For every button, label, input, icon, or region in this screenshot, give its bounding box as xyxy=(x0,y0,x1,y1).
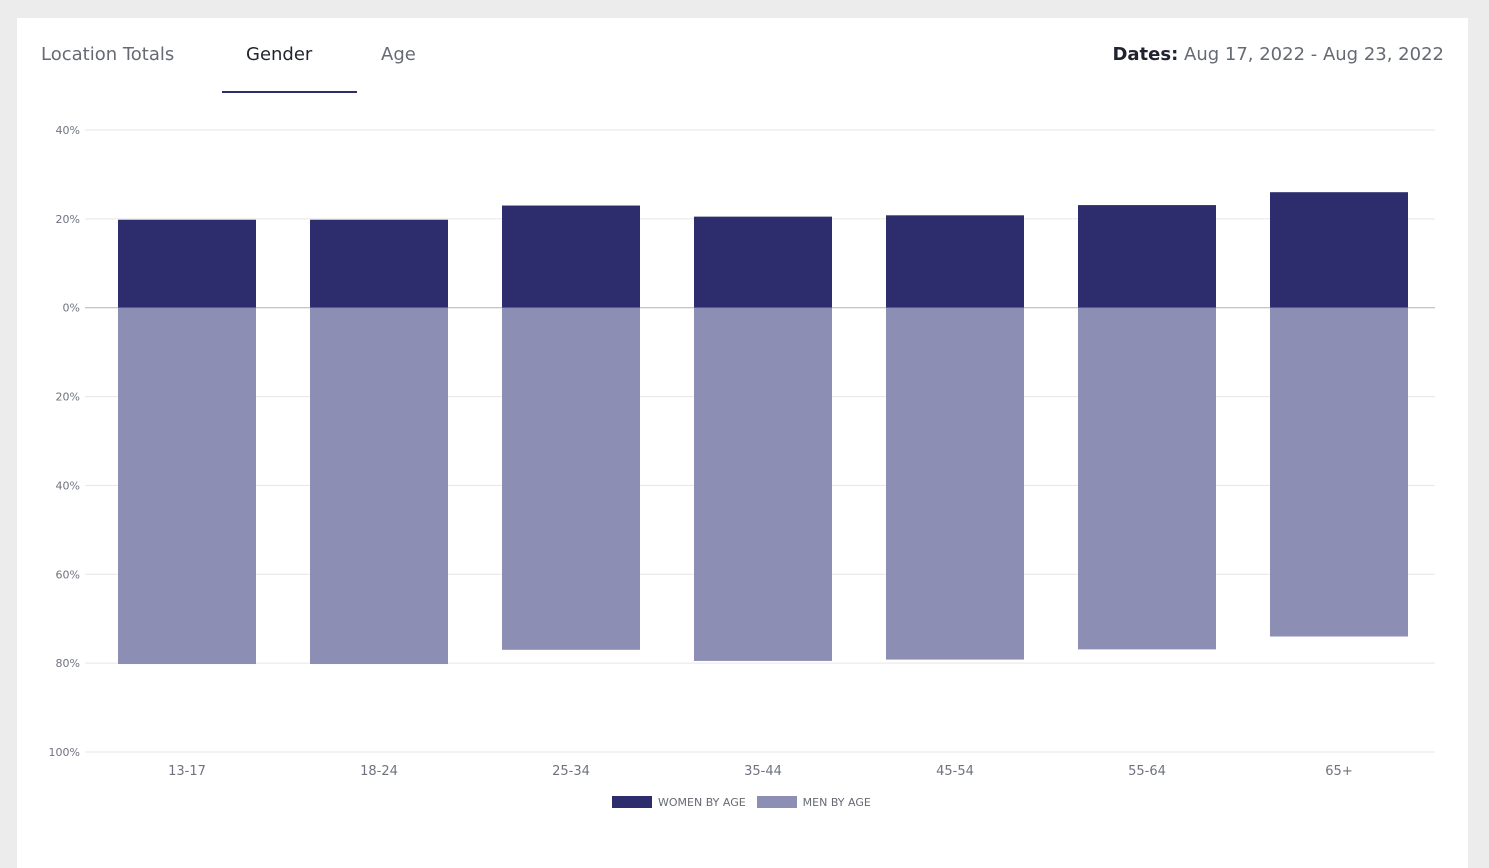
bar-men[interactable] xyxy=(310,307,448,665)
tab-gender[interactable]: Gender xyxy=(246,44,313,65)
legend-swatch-men xyxy=(756,796,797,808)
date-range-label: Dates: xyxy=(1112,44,1179,65)
gender-age-bar-chart: 40% 20% 0% 20% 40% 60% 80% 100% 13-17 18-24 25-34 3… xyxy=(49,124,1435,779)
bar-women[interactable] xyxy=(886,215,1024,308)
x-tick-label: 35-44 xyxy=(744,764,782,779)
bar-men[interactable] xyxy=(1078,307,1216,650)
y-tick-label: 20% xyxy=(56,391,80,404)
bar-women[interactable] xyxy=(310,219,448,308)
legend-item-men[interactable]: MEN BY AGE xyxy=(756,795,871,809)
y-tick-label: 40% xyxy=(56,124,80,137)
tab-bar: Location Totals Gender Age xyxy=(17,18,617,94)
y-tick-label: 0% xyxy=(63,302,80,315)
active-tab-indicator xyxy=(222,91,357,93)
x-tick-label: 65+ xyxy=(1325,764,1352,779)
date-range: Dates: Aug 17, 2022 - Aug 23, 2022 xyxy=(1112,44,1444,65)
bar-women[interactable] xyxy=(502,205,640,308)
bar-women[interactable] xyxy=(1270,192,1408,308)
bar-men[interactable] xyxy=(1270,307,1408,637)
tab-age[interactable]: Age xyxy=(381,44,416,65)
y-tick-label: 100% xyxy=(49,746,80,759)
chart-card: Location Totals Gender Age Dates: Aug 17… xyxy=(17,18,1468,868)
chart-legend: WOMEN BY AGE MEN BY AGE xyxy=(612,794,882,810)
x-tick-label: 25-34 xyxy=(552,764,590,779)
legend-label-women: WOMEN BY AGE xyxy=(658,795,746,809)
bar-women[interactable] xyxy=(118,219,256,308)
legend-label-men: MEN BY AGE xyxy=(802,795,871,809)
bar-men[interactable] xyxy=(694,307,832,661)
x-tick-label: 18-24 xyxy=(360,764,398,779)
x-tick-label: 55-64 xyxy=(1128,764,1166,779)
legend-swatch-women xyxy=(612,796,652,808)
y-tick-label: 40% xyxy=(56,479,80,492)
y-tick-label: 80% xyxy=(56,657,80,670)
bar-men[interactable] xyxy=(886,307,1024,660)
legend-item-women[interactable]: WOMEN BY AGE xyxy=(612,796,746,809)
y-tick-label: 60% xyxy=(56,568,80,581)
date-range-value: Aug 17, 2022 - Aug 23, 2022 xyxy=(1184,44,1444,65)
x-tick-label: 45-54 xyxy=(936,764,974,779)
bar-women[interactable] xyxy=(694,216,832,308)
bar-women[interactable] xyxy=(1078,205,1216,308)
tab-location-totals[interactable]: Location Totals xyxy=(41,44,175,65)
x-tick-label: 13-17 xyxy=(168,764,206,779)
bar-men[interactable] xyxy=(502,307,640,650)
y-tick-label: 20% xyxy=(56,213,80,226)
bar-men[interactable] xyxy=(118,307,256,665)
